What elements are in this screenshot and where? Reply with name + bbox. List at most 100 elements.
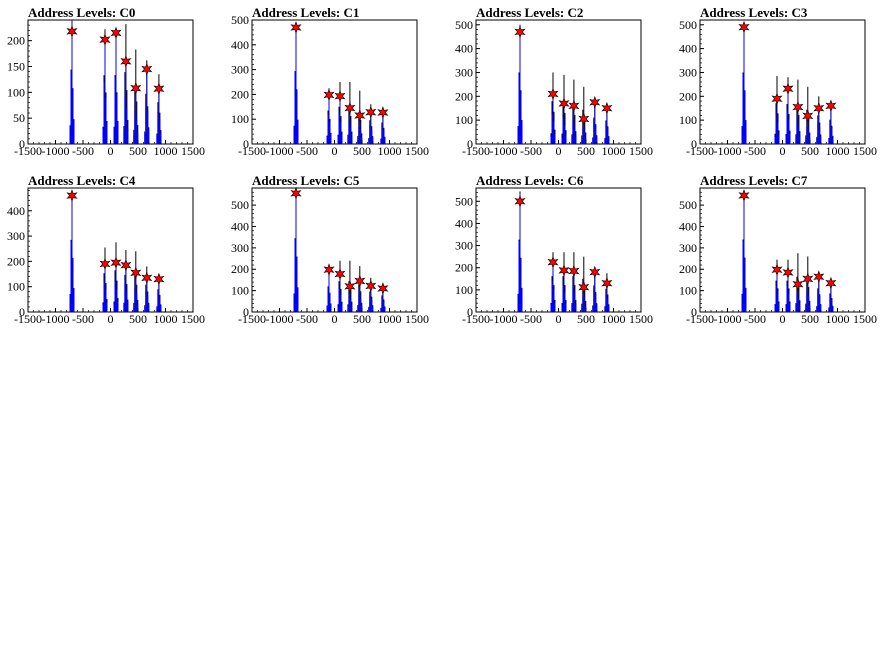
peak-marker (323, 263, 335, 277)
y-tick-label: 100 (679, 113, 697, 127)
peak-marker (290, 186, 302, 200)
x-tick-label: 500 (577, 312, 595, 326)
panel-c3: Address Levels: C3-1500 -1000 -500 0 500 1000… (679, 5, 877, 158)
x-tick-label: -1500 (686, 312, 714, 326)
x-tick-label: 500 (129, 312, 147, 326)
y-tick-label: 500 (231, 198, 249, 212)
x-tick-label: 0 (332, 144, 338, 158)
y-tick-label: 0 (691, 305, 697, 319)
y-tick-label: 50 (13, 111, 25, 125)
panel-title: Address Levels: C5 (252, 173, 360, 188)
y-tick-label: 0 (691, 137, 697, 151)
plot-frame (475, 19, 642, 145)
y-tick-label: 100 (231, 112, 249, 126)
peak-marker (99, 33, 111, 47)
x-tick-label: 1000 (378, 312, 402, 326)
blue-histogram-peak (133, 88, 139, 144)
y-tick-label: 100 (231, 284, 249, 298)
x-tick-label: 1500 (629, 144, 653, 158)
blue-histogram-peak (326, 94, 332, 144)
y-tick-label: 100 (455, 113, 473, 127)
y-tick-label: 300 (679, 65, 697, 79)
peak-marker (323, 88, 335, 102)
peak-marker (365, 105, 377, 119)
y-tick-label: 100 (7, 280, 25, 294)
y-tick-label: 200 (679, 89, 697, 103)
x-tick-label: -1500 (238, 144, 266, 158)
y-tick-label: 0 (243, 137, 249, 151)
x-tick-label: 0 (332, 312, 338, 326)
x-tick-label: -1000 (490, 144, 518, 158)
x-tick-label: -1500 (686, 144, 714, 158)
x-tick-label: -1500 (14, 144, 42, 158)
peak-marker (153, 272, 165, 286)
y-tick-label: 150 (7, 60, 25, 74)
panel-c7: Address Levels: C7-1500 -1000 -500 0 500 1000… (679, 173, 877, 326)
peak-marker (354, 274, 366, 288)
x-tick-label: 1000 (826, 144, 850, 158)
x-tick-label: -1500 (14, 312, 42, 326)
x-tick-label: -1500 (238, 312, 266, 326)
x-tick-label: -1500 (462, 312, 490, 326)
blue-histogram-peak (326, 269, 332, 312)
panel-c0: Address Levels: C0-1500 -1000 -500 0 500 1000… (7, 5, 205, 158)
x-tick-label: -500 (296, 144, 318, 158)
peak-marker (334, 267, 346, 281)
panel-title: Address Levels: C3 (700, 5, 808, 20)
blue-histogram-peak (293, 23, 299, 144)
peak-marker (738, 189, 750, 202)
x-tick-label: 0 (556, 144, 562, 158)
x-tick-label: 500 (129, 144, 147, 158)
peak-marker (589, 95, 601, 109)
x-tick-label: 1500 (629, 312, 653, 326)
peak-marker (344, 101, 356, 115)
blue-histogram-peak (123, 66, 129, 144)
peak-marker (813, 270, 825, 284)
y-tick-label: 200 (7, 254, 25, 268)
panel-title: Address Levels: C6 (476, 173, 584, 188)
blue-histogram-peak (113, 261, 119, 312)
y-tick-label: 400 (231, 38, 249, 52)
x-tick-label: 500 (801, 144, 819, 158)
y-tick-label: 400 (455, 216, 473, 230)
x-tick-label: 1500 (405, 312, 429, 326)
blue-histogram-peak (113, 32, 119, 144)
x-tick-label: 0 (780, 312, 786, 326)
x-tick-label: 1000 (602, 144, 626, 158)
x-tick-label: 500 (353, 312, 371, 326)
x-tick-label: 0 (108, 312, 114, 326)
panel-c2: Address Levels: C2-1500 -1000 -500 0 500 1000… (455, 5, 653, 158)
panel-title: Address Levels: C7 (700, 173, 808, 188)
blue-histogram-peak (517, 29, 523, 144)
peak-marker (568, 264, 580, 278)
y-tick-label: 400 (455, 42, 473, 56)
blue-histogram-peak (337, 94, 343, 144)
x-tick-label: 0 (108, 144, 114, 158)
y-tick-label: 500 (679, 198, 697, 212)
y-tick-label: 200 (231, 262, 249, 276)
blue-histogram-peak (550, 261, 556, 312)
peak-marker (99, 257, 111, 271)
y-tick-label: 300 (231, 241, 249, 255)
peak-marker (130, 266, 142, 280)
x-tick-label: 1000 (602, 312, 626, 326)
x-tick-label: 1500 (405, 144, 429, 158)
x-tick-label: -1000 (266, 312, 294, 326)
blue-histogram-peak (517, 193, 523, 312)
peak-marker (802, 272, 814, 286)
panel-title: Address Levels: C1 (252, 5, 359, 20)
peak-marker (771, 263, 783, 277)
peak-marker (66, 24, 78, 38)
blue-histogram-peak (741, 193, 747, 312)
panel-title: Address Levels: C4 (28, 173, 136, 188)
blue-histogram-peak (102, 40, 108, 144)
blue-histogram-peak (69, 20, 75, 144)
y-tick-label: 300 (455, 239, 473, 253)
peak-marker (354, 109, 366, 122)
x-tick-label: 1500 (853, 312, 877, 326)
peak-marker (377, 106, 389, 119)
panel-title: Address Levels: C0 (28, 5, 135, 20)
blue-histogram-peak (785, 89, 791, 144)
blue-histogram-peak (293, 191, 299, 312)
x-tick-label: 500 (577, 144, 595, 158)
